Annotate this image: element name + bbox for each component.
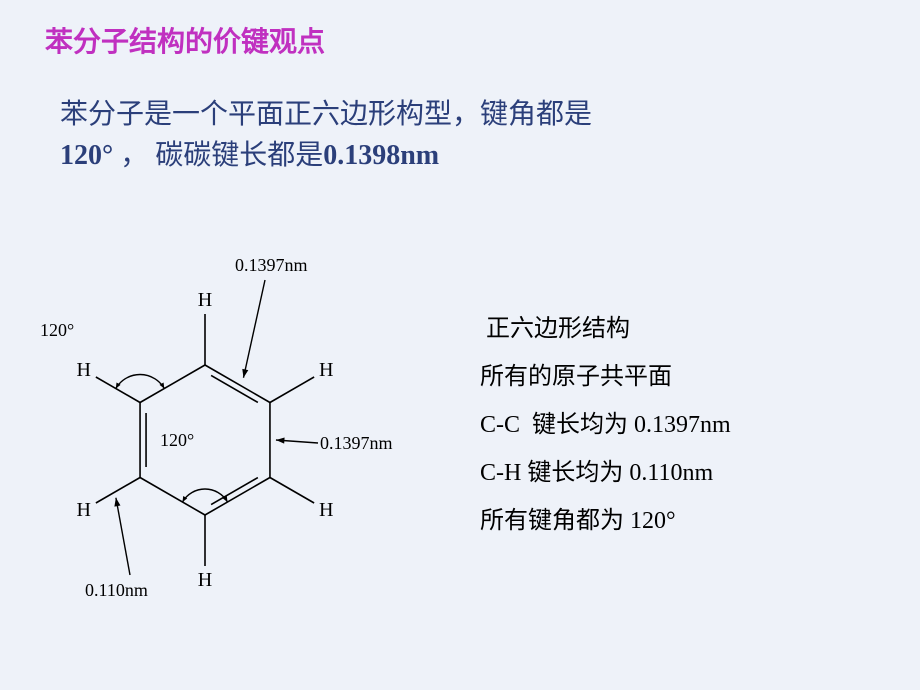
note-cc-length: C-C 键长均为 0.1397nm [480,401,731,449]
desc-length: 0.1398nm [323,140,439,171]
desc-part2: ， 碳碳键长都是 [120,140,323,171]
benzene-diagram: H H H H H H 0.1397nm 0.1397nm 120° 120° 0.110… [10,225,430,655]
note-angles: 所有键角都为 120° [480,497,731,545]
cc-length-top-label: 0.1397nm [235,255,308,276]
structure-notes: 正六边形结构 所有的原子共平面 C-C 键长均为 0.1397nm C-H 键长… [480,305,731,545]
svg-text:H: H [77,499,91,521]
note-coplanar: 所有的原子共平面 [480,353,731,401]
outer-angle-label: 120° [40,320,74,341]
note-ch-length: C-H 键长均为 0.110nm [480,449,731,497]
note-hexagon: 正六边形结构 [480,305,731,353]
svg-text:H: H [198,289,212,311]
slide-title: 苯分子结构的价键观点 [45,20,325,60]
svg-text:H: H [198,569,212,591]
title-text: 苯分子结构的价键观点 [45,27,325,58]
desc-angle: 120° [60,140,113,171]
desc-part1: 苯分子是一个平面正六边形构型，键角都是 [60,99,592,130]
ch-length-label: 0.110nm [85,580,148,601]
cc-length-right-label: 0.1397nm [320,433,393,454]
svg-text:H: H [319,499,333,521]
slide-description: 苯分子是一个平面正六边形构型，键角都是 120° ， 碳碳键长都是0.1398n… [60,95,860,176]
svg-text:H: H [77,359,91,381]
inner-angle-label: 120° [160,430,194,451]
svg-text:H: H [319,359,333,381]
